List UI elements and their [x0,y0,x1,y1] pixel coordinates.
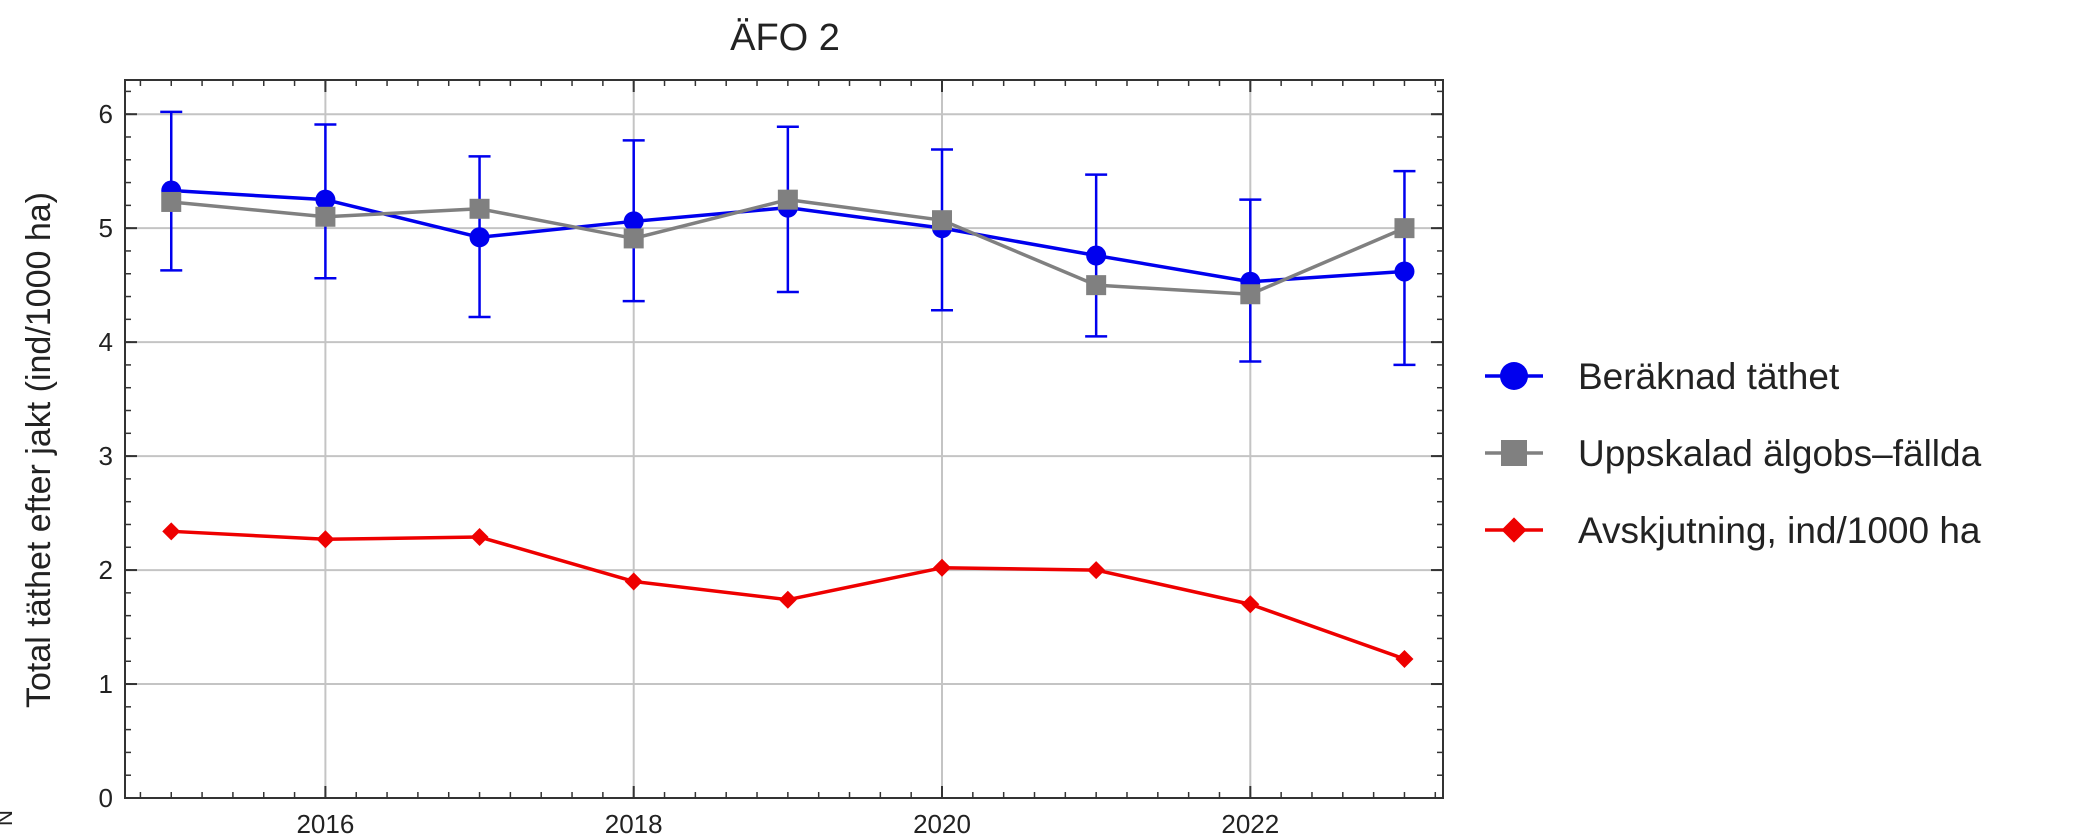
x-tick-label: 2020 [913,809,971,838]
scaled-moose-obs-point [1240,284,1261,305]
harvest-point [162,522,181,541]
harvest-point [316,530,335,549]
legend-swatch-marker [1501,440,1527,466]
scaled-moose-obs-point [469,198,490,219]
legend-item-harvest: Avskjutning, ind/1000 ha [1485,510,1981,551]
estimated-density-point [315,189,336,210]
harvest-point [1087,561,1106,580]
estimated-density-point [623,211,644,232]
y-tick-label: 3 [99,441,113,471]
corner-mark: N [0,810,17,826]
plot-frame [124,79,1444,799]
scaled-moose-obs-point [623,228,644,249]
scaled-moose-obs-point [777,189,798,210]
legend-swatch-marker [1500,362,1528,390]
grid [125,80,1443,799]
harvest-point [624,572,643,591]
harvest-series [162,522,1414,668]
legend-label: Avskjutning, ind/1000 ha [1578,510,1981,551]
chart-title: ÄFO 2 [730,17,840,59]
y-tick-label: 1 [99,669,113,699]
scaled-moose-obs-point [161,191,182,212]
harvest-point [470,528,489,547]
tick-labels: 2016 2018 2020 2022 0 1 2 3 4 5 6 [99,99,1280,838]
legend-item-scaled-moose-obs: Uppskalad älgobs–fällda [1485,433,1982,474]
scaled-moose-obs-series [161,189,1415,305]
harvest-point [778,590,797,609]
estimated-density-point [1086,245,1107,266]
harvest-point [1241,595,1260,614]
estimated-density-series [160,110,1416,367]
scaled-moose-obs-point [932,210,953,231]
series-group [160,110,1416,668]
y-tick-label: 5 [99,213,113,243]
y-tick-label: 4 [99,327,113,357]
scaled-moose-obs-point [1086,275,1107,296]
legend-item-estimated-density: Beräknad täthet [1485,356,1840,397]
scaled-moose-obs-point [315,206,336,227]
y-tick-label: 0 [99,783,113,813]
harvest-point [933,558,952,577]
legend-swatch-marker [1501,517,1527,543]
plot-border [124,79,1444,799]
y-tick-label: 6 [99,99,113,129]
y-tick-label: 2 [99,555,113,585]
x-tick-label: 2022 [1221,809,1279,838]
x-tick-label: 2016 [296,809,354,838]
harvest-point [1395,649,1414,668]
legend: Beräknad täthet Uppskalad älgobs–fällda Av… [1485,356,1982,551]
legend-label: Uppskalad älgobs–fällda [1578,433,1982,474]
y-axis-label: Total täthet efter jakt (ind/1000 ha) [20,192,58,708]
scaled-moose-obs-point [1394,218,1415,239]
legend-label: Beräknad täthet [1578,356,1840,397]
estimated-density-point [469,227,490,248]
estimated-density-point [1394,261,1415,282]
x-tick-label: 2018 [605,809,663,838]
